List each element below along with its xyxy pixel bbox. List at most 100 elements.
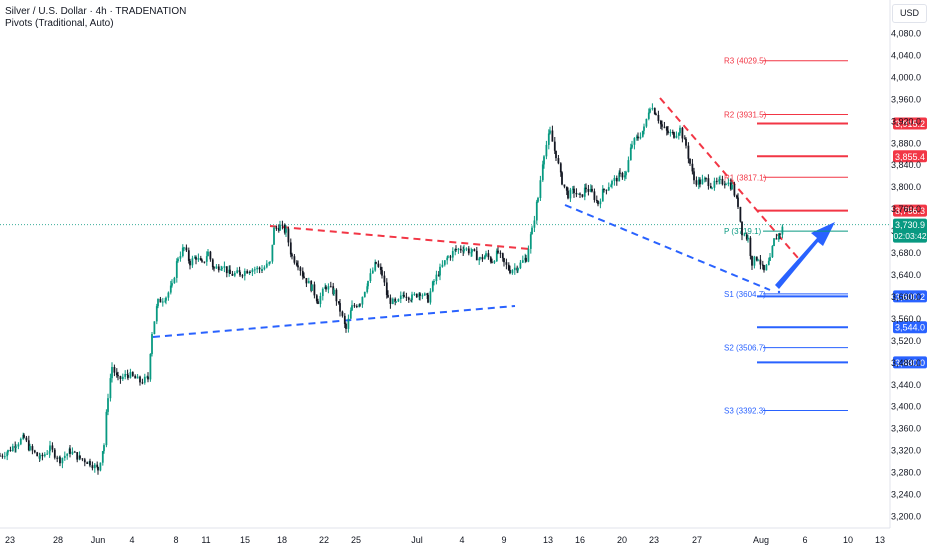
candle-body [471, 249, 473, 253]
candle-body [509, 269, 511, 274]
candle-body [81, 458, 84, 460]
candle-body [43, 454, 46, 457]
candle-body [193, 257, 196, 259]
candle-body [781, 226, 784, 235]
x-tick-label: 9 [501, 535, 506, 545]
candle-body [243, 271, 246, 276]
level-price-text: 3,756.3 [895, 206, 925, 216]
candle-body [41, 454, 44, 457]
candle-body [201, 260, 203, 262]
candle-body [513, 267, 516, 271]
candle-body [195, 257, 197, 260]
trendline[interactable] [564, 204, 771, 291]
candle-body [73, 451, 76, 453]
candle-body [381, 270, 383, 276]
candle-body [249, 271, 251, 273]
indicator-label[interactable]: Pivots (Traditional, Auto) [5, 18, 114, 29]
candle-body [136, 376, 139, 379]
candle-body [459, 248, 462, 251]
candle-body [547, 133, 550, 145]
candle-body [449, 256, 452, 258]
level-price-tag [893, 204, 927, 217]
candle-body [563, 184, 566, 187]
candle-body [147, 376, 149, 380]
candle-body [569, 189, 572, 199]
candle-body [741, 221, 743, 236]
candle-body [99, 462, 102, 471]
x-tick-label: 4 [129, 535, 134, 545]
candle-body [345, 323, 347, 329]
candle-body [179, 256, 182, 259]
candle-body [303, 276, 305, 279]
candle-body [489, 257, 492, 262]
candle-body [33, 450, 36, 453]
candle-body [161, 301, 164, 303]
candle-body [159, 298, 162, 303]
candle-body [241, 275, 244, 277]
candle-body [239, 272, 241, 276]
candle-body [225, 266, 228, 274]
candle-body [261, 269, 263, 271]
currency-button[interactable]: USD [892, 4, 927, 23]
bullish-arrow[interactable] [775, 222, 835, 289]
candle-body [97, 466, 99, 471]
candle-body [369, 273, 372, 282]
candle-body [483, 256, 486, 260]
candle-body [134, 375, 137, 379]
candle-body [446, 257, 449, 261]
y-tick-label: 3,520.0 [891, 336, 921, 346]
candle-body [209, 251, 212, 260]
candle-body [199, 258, 202, 261]
candle-body [435, 274, 438, 282]
trendline[interactable] [269, 225, 531, 250]
candle-body [757, 259, 759, 261]
candle-body [246, 271, 249, 274]
candle-body [713, 180, 716, 188]
candle-body [59, 457, 61, 464]
candle-body [426, 293, 429, 295]
trendline[interactable] [152, 305, 516, 338]
candle-body [124, 374, 127, 377]
candle-body [351, 305, 353, 311]
candle-body [715, 180, 718, 182]
candle-body [773, 238, 775, 247]
candle-body [335, 289, 338, 302]
candle-body [394, 298, 397, 302]
candle-body [555, 150, 557, 159]
candle-body [719, 178, 721, 180]
candle-body [299, 267, 302, 271]
candle-body [603, 189, 605, 191]
candle-body [205, 256, 208, 262]
candle-body [487, 253, 490, 258]
candle-body [663, 126, 666, 128]
candle-body [181, 247, 184, 257]
candle-body [545, 144, 548, 157]
bar-countdown-text: 02:03:42 [893, 231, 926, 241]
candle-body [457, 248, 460, 250]
candle-body [605, 189, 608, 191]
candle-body [301, 270, 304, 277]
y-tick-label: 3,800.0 [891, 182, 921, 192]
candle-body [353, 305, 356, 307]
candle-body [229, 269, 231, 274]
candle-body [695, 180, 698, 185]
candle-body [499, 252, 502, 254]
candle-body [405, 296, 408, 298]
candle-body [705, 178, 707, 180]
x-tick-label: 10 [843, 535, 853, 545]
candle-body [175, 261, 178, 278]
candle-body [91, 465, 94, 469]
candle-body [589, 188, 592, 192]
candle-body [767, 260, 770, 265]
candle-body [268, 262, 271, 264]
candle-body [383, 275, 386, 283]
candle-body [723, 184, 726, 186]
candle-body [291, 254, 293, 257]
candle-body [258, 267, 261, 270]
candle-body [429, 291, 432, 303]
candle-body [287, 228, 290, 243]
level-price-tag [893, 356, 927, 369]
candle-body [475, 250, 478, 261]
candle-body [121, 376, 124, 380]
